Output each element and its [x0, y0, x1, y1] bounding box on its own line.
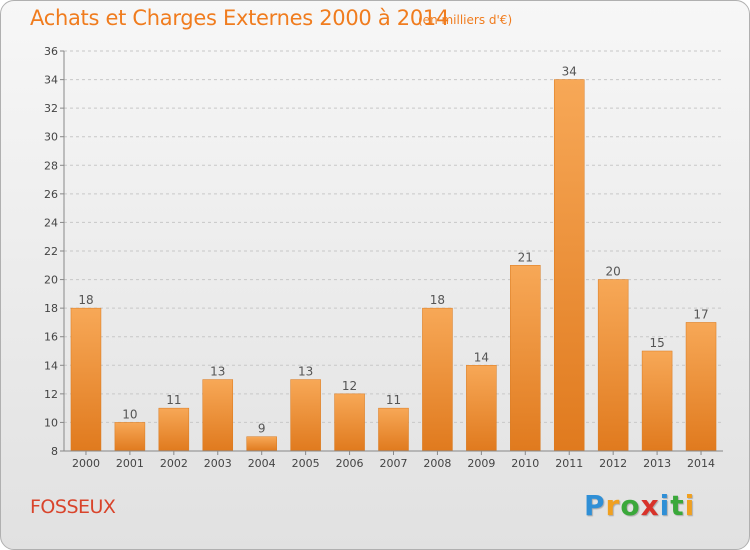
y-tick-label: 32	[44, 102, 58, 115]
bar	[334, 393, 365, 452]
y-tick-label: 8	[51, 445, 58, 458]
logo-letter: i	[659, 489, 671, 522]
y-tick-label: 30	[44, 131, 58, 144]
bar-value-label: 13	[298, 365, 313, 379]
bar	[641, 350, 673, 452]
bar	[466, 365, 497, 452]
x-tick-label: 2012	[599, 457, 627, 470]
bar	[597, 279, 629, 452]
x-tick-label: 2011	[555, 457, 583, 470]
bar	[114, 422, 146, 452]
bar-value-label: 17	[693, 307, 708, 321]
bar-value-label: 15	[649, 336, 664, 350]
bar-value-label: 13	[210, 365, 225, 379]
x-tick-label: 2007	[380, 457, 408, 470]
bar-value-label: 9	[258, 422, 266, 436]
chart-title: Achats et Charges Externes 2000 à 2014	[30, 6, 450, 30]
x-tick-label: 2001	[116, 457, 144, 470]
bar	[553, 79, 585, 452]
bar-value-label: 20	[606, 265, 621, 279]
x-tick-label: 2010	[511, 457, 539, 470]
y-tick-label: 26	[44, 188, 58, 201]
x-tick-label: 2005	[292, 457, 320, 470]
bar	[246, 436, 277, 452]
proxiti-logo: Proxiti	[584, 489, 695, 522]
y-tick-label: 12	[44, 388, 58, 401]
x-tick-label: 2002	[160, 457, 188, 470]
logo-letter: x	[640, 489, 660, 522]
logo-letter: P	[584, 489, 606, 522]
bar	[378, 407, 409, 452]
x-tick-label: 2000	[72, 457, 100, 470]
x-tick-label: 2003	[204, 457, 232, 470]
y-tick-label: 24	[44, 216, 58, 229]
bar-value-label: 10	[122, 407, 137, 421]
y-tick-label: 16	[44, 331, 58, 344]
bar	[158, 407, 190, 452]
logo-letter: t	[670, 489, 685, 522]
logo-letter: i	[684, 489, 696, 522]
bar-value-label: 11	[386, 393, 401, 407]
bar-value-label: 18	[78, 293, 93, 307]
y-tick-label: 14	[44, 359, 58, 372]
y-tick-label: 20	[44, 274, 58, 287]
bar-value-label: 18	[430, 293, 445, 307]
bar	[685, 322, 717, 452]
bar-value-label: 12	[342, 379, 357, 393]
chart-subtitle: (en milliers d'€)	[418, 13, 513, 27]
y-tick-label: 34	[44, 74, 58, 87]
y-tick-label: 28	[44, 159, 58, 172]
y-tick-label: 36	[44, 45, 58, 58]
logo-letter: r	[605, 489, 621, 522]
bar	[422, 307, 453, 452]
bar-value-label: 11	[166, 393, 181, 407]
bar	[70, 307, 102, 452]
x-tick-label: 2013	[643, 457, 671, 470]
commune-name: FOSSEUX	[30, 496, 116, 518]
x-tick-label: 2006	[336, 457, 364, 470]
x-tick-label: 2004	[248, 457, 276, 470]
bar-value-label: 21	[518, 250, 533, 264]
bar	[202, 379, 234, 452]
y-tick-label: 10	[44, 416, 58, 429]
bar-value-label: 34	[562, 65, 577, 79]
y-tick-label: 18	[44, 302, 58, 315]
x-tick-label: 2014	[687, 457, 715, 470]
x-tick-label: 2009	[467, 457, 495, 470]
bar-value-label: 14	[474, 350, 489, 364]
bar	[290, 379, 321, 452]
x-tick-label: 2008	[423, 457, 451, 470]
y-tick-label: 22	[44, 245, 58, 258]
logo-letter: o	[620, 489, 641, 522]
bar	[510, 265, 541, 452]
